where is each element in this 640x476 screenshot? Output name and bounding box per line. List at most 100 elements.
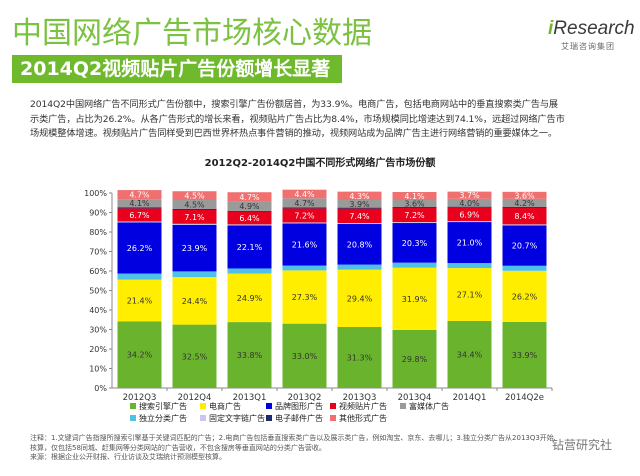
- data-label: 6.4%: [239, 214, 260, 223]
- data-label: 7.2%: [294, 211, 315, 220]
- data-label: 6.9%: [459, 210, 480, 219]
- legend-label: 品牌图形广告: [275, 401, 323, 411]
- data-label: 33.0%: [292, 352, 318, 361]
- bar-segment: [117, 321, 162, 388]
- data-label: 33.9%: [512, 351, 538, 360]
- bar-segment: [337, 223, 382, 225]
- bar-segment: [227, 210, 272, 212]
- bar-segment: [337, 208, 382, 224]
- bar-segment: [227, 273, 272, 323]
- bar-segment: [392, 262, 437, 268]
- legend-swatch: [266, 403, 272, 409]
- data-label: 29.8%: [402, 355, 428, 364]
- legend-swatch: [330, 415, 336, 421]
- data-label: 20.8%: [347, 240, 373, 249]
- y-tick-label: 0%: [94, 384, 107, 393]
- legend-swatch: [200, 403, 206, 409]
- bar-segment: [282, 265, 327, 271]
- bar-segment: [227, 192, 272, 202]
- iresearch-logo: iResearch 艾瑞咨询集团: [548, 18, 635, 52]
- data-label: 26.2%: [512, 292, 538, 301]
- bar-segment: [337, 224, 382, 265]
- bar-segment: [502, 207, 547, 209]
- bar-segment: [337, 269, 382, 327]
- data-label: 32.5%: [182, 352, 208, 361]
- bar-segment: [282, 270, 327, 324]
- data-label: 27.3%: [292, 293, 318, 302]
- bar-segment: [502, 321, 547, 388]
- bar-segment: [337, 326, 382, 388]
- bar-segment: [117, 199, 162, 208]
- bar-segment: [447, 206, 492, 208]
- bar-segment: [117, 222, 162, 274]
- page-title: 中国网络广告市场核心数据: [12, 16, 372, 51]
- y-tick-label: 80%: [89, 228, 107, 237]
- bar-segment: [447, 320, 492, 388]
- bar-segment: [282, 198, 327, 208]
- bar-segment: [282, 222, 327, 224]
- footnote-line: 注释：1.文键词广告指搜所搜索引擎基于关键词匹配的广告；2.电商广告包括垂直搜索…: [30, 434, 554, 442]
- data-label: 26.2%: [127, 244, 153, 253]
- y-tick-label: 10%: [89, 365, 107, 374]
- bar-segment: [227, 211, 272, 225]
- footnote: 注释：1.文键词广告指搜所搜索引擎基于关键词匹配的广告；2.电商广告包括垂直搜索…: [30, 434, 590, 463]
- bar-segment: [502, 208, 547, 225]
- data-label: 4.1%: [404, 192, 425, 201]
- data-label: 20.3%: [402, 239, 428, 248]
- bar-segment: [392, 267, 437, 330]
- watermark: 钻营研究社: [552, 438, 613, 452]
- x-tick-label: 2013Q4: [398, 393, 432, 403]
- bar-segment: [502, 191, 547, 199]
- legend-swatch: [200, 415, 206, 421]
- bar-segment: [117, 190, 162, 200]
- bar-segment: [117, 273, 162, 280]
- bar-segment: [447, 221, 492, 223]
- legend-label: 固定文字链广告: [209, 413, 265, 423]
- data-label: 3.6%: [514, 191, 535, 200]
- data-label: 31.9%: [402, 295, 428, 304]
- data-label: 4.4%: [294, 190, 315, 199]
- x-tick-label: 2013Q3: [343, 393, 377, 403]
- x-tick-label: 2013Q1: [233, 393, 267, 403]
- bar-segment: [227, 201, 272, 211]
- y-tick-label: 60%: [89, 267, 107, 276]
- data-label: 6.7%: [129, 211, 150, 220]
- x-tick-label: 2012Q3: [123, 393, 157, 403]
- bar-segment: [337, 191, 382, 201]
- bar-segment: [502, 265, 547, 271]
- x-tick-label: 2012Q4: [178, 393, 212, 403]
- data-label: 4.5%: [184, 192, 205, 201]
- description-line: 2014Q2中国网络广告不同形式广告份额中，搜索引擎广告份额居首，为33.9%。…: [30, 99, 559, 110]
- description-line: 示类广告，占比为26.2%。从各广告形式的增长来看，视频贴片广告占比为8.4%，…: [30, 113, 565, 125]
- bar-segment: [172, 209, 217, 224]
- description-line: 场规模整体增速。视频贴片广告同样受到巴西世界杯热点事件营销的推动，视频网站成为品…: [30, 128, 558, 139]
- bar-segment: [282, 208, 327, 223]
- data-label: 24.9%: [237, 294, 263, 303]
- bar-segment: [502, 225, 547, 266]
- data-label: 22.1%: [237, 243, 263, 252]
- data-label: 4.7%: [294, 199, 315, 208]
- data-label: 4.0%: [459, 199, 480, 208]
- bar-segment: [117, 221, 162, 223]
- data-label: 4.1%: [129, 199, 150, 208]
- bar-segment: [392, 208, 437, 223]
- data-label: 3.7%: [459, 191, 480, 200]
- legend-swatch: [130, 403, 136, 409]
- bar-segment: [392, 192, 437, 201]
- y-tick-label: 30%: [89, 326, 107, 335]
- data-label: 21.4%: [127, 296, 153, 305]
- data-label: 29.4%: [347, 294, 373, 303]
- bar-segment: [227, 225, 272, 269]
- logo-subtext: 艾瑞咨询集团: [561, 42, 615, 51]
- page-subtitle: 2014Q2视频贴片广告份额增长显著: [12, 55, 342, 83]
- bar-segment: [502, 198, 547, 208]
- x-tick-label: 2014Q2e: [505, 393, 544, 403]
- bar-segment: [502, 224, 547, 226]
- bar-segment: [172, 208, 217, 210]
- bar-segment: [447, 207, 492, 222]
- y-tick-label: 20%: [89, 345, 107, 354]
- data-label: 20.7%: [512, 242, 538, 251]
- bar-segment: [172, 224, 217, 272]
- data-label: 24.4%: [182, 297, 208, 306]
- data-label: 8.4%: [514, 212, 535, 221]
